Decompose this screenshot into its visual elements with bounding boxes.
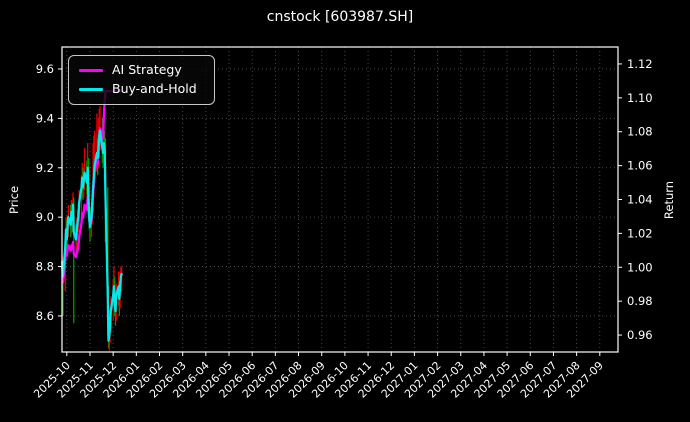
svg-text:8.8: 8.8 [36,260,54,274]
svg-text:1.10: 1.10 [627,91,653,105]
chart-title: cnstock [603987.SH] [266,9,414,25]
svg-text:9.2: 9.2 [36,161,54,175]
ai-strategy-line-swatch [79,69,103,73]
svg-text:1.12: 1.12 [627,57,653,71]
svg-text:1.06: 1.06 [627,159,653,173]
grid-lines [62,47,618,352]
svg-text:1.02: 1.02 [627,226,653,240]
svg-text:9.4: 9.4 [36,111,54,125]
svg-text:1.08: 1.08 [627,125,653,139]
legend-item-ai-strategy: AI Strategy [79,64,204,77]
buy-and-hold-line-swatch [79,87,103,91]
svg-text:1.04: 1.04 [627,193,653,207]
legend-label: Buy-and-Hold [112,81,197,97]
axis-tick-marks [58,63,622,356]
svg-text:0.98: 0.98 [627,294,653,308]
axis-tick-labels: 2025-102025-112025-122026-012026-022026-… [31,57,652,401]
ohlc-candle-bars [61,106,123,351]
svg-text:9.0: 9.0 [36,210,54,224]
legend: AI Strategy Buy-and-Hold [68,55,215,105]
legend-item-buy-and-hold: Buy-and-Hold [79,83,204,96]
svg-text:1.00: 1.00 [627,260,653,274]
legend-label: AI Strategy [112,62,182,78]
series-lines [61,89,123,342]
svg-text:0.96: 0.96 [627,328,653,342]
svg-text:9.6: 9.6 [36,62,54,76]
svg-text:8.6: 8.6 [36,309,54,323]
